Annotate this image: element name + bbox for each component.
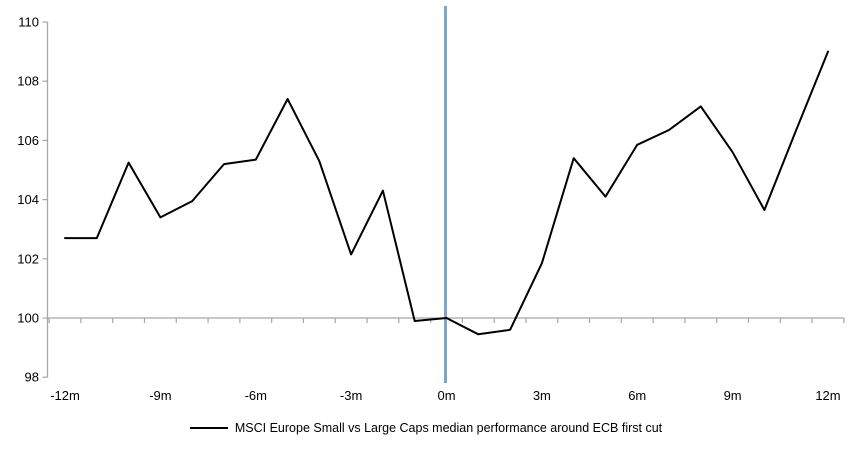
series-line: [64, 50, 829, 336]
x-axis-tick-label: 12m: [815, 388, 840, 403]
x-axis-tick-label: 6m: [628, 388, 646, 403]
y-axis-tick-label: 106: [17, 133, 39, 148]
x-axis-tick-label: -9m: [149, 388, 171, 403]
chart-legend: MSCI Europe Small vs Large Caps median p…: [0, 419, 852, 437]
x-axis-tick-label: 9m: [724, 388, 742, 403]
legend-line-sample: [189, 427, 228, 429]
x-axis-tick-label: -3m: [340, 388, 362, 403]
x-axis-tick-label: -6m: [245, 388, 267, 403]
y-axis-tick-label: 98: [25, 370, 39, 385]
x-axis-tick-label: 0m: [437, 388, 455, 403]
y-axis-tick-label: 110: [18, 15, 39, 30]
x-axis-tick-label: -12m: [50, 388, 80, 403]
y-axis-tick-label: 108: [17, 74, 39, 89]
y-axis-tick-label: 104: [17, 192, 39, 207]
y-axis-tick-label: 100: [17, 311, 39, 326]
legend-label: MSCI Europe Small vs Large Caps median p…: [234, 421, 663, 435]
y-axis-tick-label: 102: [17, 251, 39, 266]
x-axis-tick-label: 3m: [533, 388, 551, 403]
